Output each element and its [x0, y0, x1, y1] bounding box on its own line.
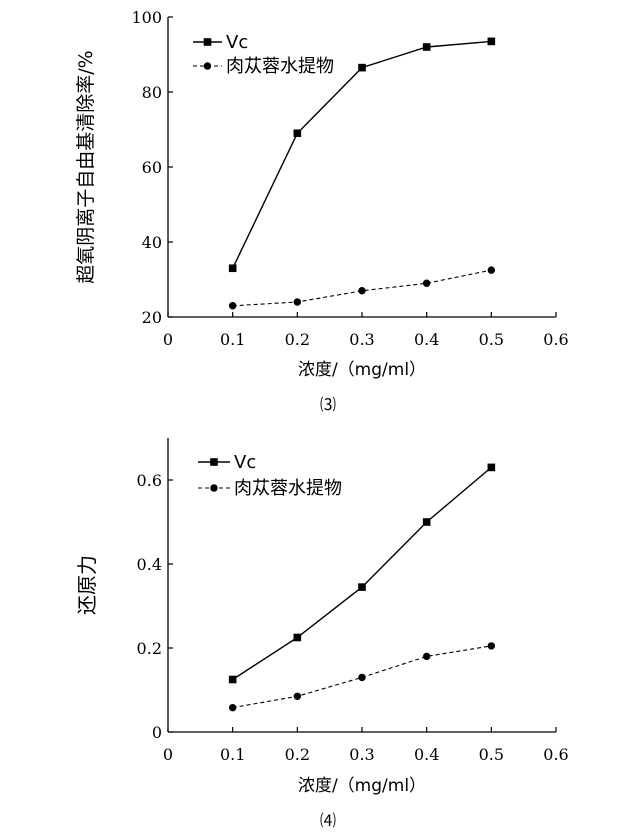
legend-label: 肉苁蓉水提物	[226, 56, 334, 77]
data-point-vc	[293, 633, 302, 642]
x-tick-label: 0.2	[285, 745, 310, 764]
legend-marker-circle	[210, 484, 218, 492]
y-axis-title: 超氧阴离子自由基清除率/%	[75, 50, 97, 283]
chart-superoxide-scavenging: 0 0.1 0.2 0.3 0.4 0.5 0.6 20 40 60 80 100 超氧阴离子自由基清除…	[75, 8, 569, 414]
legend-marker-circle	[203, 62, 212, 70]
x-tick-label: 0.1	[220, 330, 245, 349]
data-point-extract	[293, 298, 302, 306]
x-tick-label: 0.4	[414, 330, 439, 349]
x-tick-label: 0.4	[414, 745, 439, 764]
x-tick-label: 0.6	[543, 745, 568, 764]
data-point-extract	[487, 266, 496, 274]
data-point-vc	[358, 63, 366, 72]
y-tick-label: 0.4	[137, 555, 162, 574]
data-point-extract	[422, 279, 431, 287]
data-point-vc	[422, 518, 431, 526]
data-point-extract	[422, 652, 431, 661]
data-point-vc	[487, 463, 496, 472]
y-tick-label: 80	[142, 83, 162, 102]
legend-marker-square	[203, 38, 212, 46]
data-point-vc	[422, 43, 431, 51]
y-tick-label: 20	[142, 308, 162, 327]
y-tick-label: 0.6	[137, 471, 162, 490]
data-point-extract	[487, 642, 496, 650]
series-line-vc	[232, 466, 492, 681]
x-tick-label: 0.5	[479, 330, 504, 349]
x-tick-label: 0.2	[285, 330, 310, 349]
data-point-vc	[228, 675, 237, 684]
data-point-extract	[228, 302, 237, 310]
y-axis-title: 还原力	[75, 555, 99, 615]
data-point-vc	[358, 583, 366, 591]
legend-label: Vc	[234, 452, 256, 473]
x-tick-label: 0	[163, 745, 173, 764]
x-tick-label: 0.1	[220, 745, 245, 764]
series-line-extract	[232, 269, 492, 307]
y-tick-label: 60	[142, 158, 162, 177]
y-tick-label: 0	[152, 723, 162, 742]
data-point-vc	[487, 37, 496, 46]
data-point-vc	[228, 264, 237, 273]
x-tick-label: 0.3	[349, 330, 374, 349]
x-tick-label: 0.3	[349, 745, 374, 764]
data-point-vc	[293, 129, 302, 138]
y-tick-label: 40	[142, 233, 162, 252]
series-line-extract	[232, 645, 492, 709]
figure-caption: ⑷	[320, 811, 336, 830]
y-tick-label: 0.2	[137, 639, 162, 658]
x-axis-title: 浓度/（mg/ml）	[298, 360, 426, 380]
data-point-extract	[358, 673, 366, 682]
chart-reducing-power: 0 0.1 0.2 0.3 0.4 0.5 0.6 0 0.2 0.4 0.6 还原力浓度/（mg/m…	[75, 438, 569, 830]
data-point-extract	[228, 703, 237, 712]
figure-caption: ⑶	[320, 395, 336, 414]
x-tick-label: 0.5	[479, 745, 504, 764]
legend-label: 肉苁蓉水提物	[234, 478, 342, 499]
x-tick-label: 0	[163, 330, 173, 349]
legend-label: Vc	[226, 32, 248, 53]
x-tick-label: 0.6	[543, 330, 568, 349]
y-tick-label: 100	[131, 8, 162, 27]
data-point-extract	[358, 287, 366, 295]
legend-marker-square	[210, 458, 218, 466]
data-point-extract	[293, 692, 302, 700]
x-axis-title: 浓度/（mg/ml）	[298, 776, 426, 796]
